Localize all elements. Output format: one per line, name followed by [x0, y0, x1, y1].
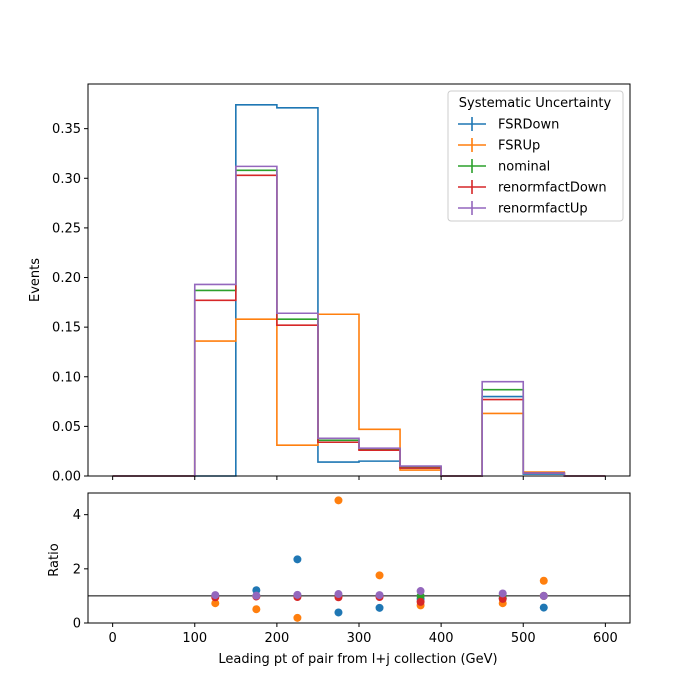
ratio-y-tick-label: 2 [73, 562, 81, 577]
legend-box [447, 90, 624, 222]
ratio-point-FSRDown [375, 603, 384, 612]
ratio-y-ticks: 0 2 4 [73, 508, 88, 632]
ratio-point-renormfactUp [252, 591, 261, 600]
x-tick-label: 400 [429, 631, 454, 646]
histogram-series-group [112, 104, 606, 477]
ratio-point-FSRUp [375, 571, 384, 580]
x-tick-label: 600 [593, 631, 618, 646]
x-tick-label: 0 [108, 631, 116, 646]
main-y-tick-label: 0.00 [52, 470, 81, 485]
ratio-point-FSRUp [293, 613, 302, 622]
main-y-tick-label: 0.15 [52, 321, 81, 336]
ratio-point-FSRDown [293, 555, 302, 564]
main-y-axis-label: Events [28, 258, 43, 302]
main-y-tick-label: 0.25 [52, 221, 81, 236]
ratio-point-FSRUp [334, 496, 343, 505]
legend-label: renormfactUp [498, 202, 588, 217]
ratio-point-renormfactUp [293, 590, 302, 599]
ratio-points-group [211, 496, 548, 622]
legend-label: nominal [498, 160, 550, 175]
main-x-ticks [112, 476, 606, 480]
legend: Systematic Uncertainty FSRDown FSRUp nomin… [447, 90, 624, 222]
legend-item-FSRUp: FSRUp [458, 138, 540, 154]
legend-item-renormfactDown: renormfactDown [458, 180, 607, 196]
ratio-point-FSRUp [539, 576, 548, 585]
x-tick-label: 100 [182, 631, 207, 646]
main-y-tick-label: 0.20 [52, 271, 81, 286]
ratio-panel: 0 100 200 300 400 500 600 0 2 4 Ratio Leading pt… [47, 492, 631, 667]
x-tick-label: 300 [347, 631, 372, 646]
ratio-point-renormfactUp [539, 591, 548, 600]
ratio-point-renormfactDown [416, 597, 425, 606]
ratio-point-renormfactUp [375, 591, 384, 600]
ratio-point-renormfactUp [334, 590, 343, 599]
main-histogram-panel: 0.000.050.100.150.200.250.300.35 Events … [28, 83, 631, 485]
legend-item-FSRDown: FSRDown [458, 117, 559, 133]
ratio-point-renormfactUp [211, 591, 220, 600]
legend-label: FSRUp [498, 139, 540, 154]
ratio-y-tick-label: 0 [73, 617, 81, 632]
main-y-tick-label: 0.05 [52, 420, 81, 435]
ratio-y-tick-label: 4 [73, 508, 81, 523]
legend-item-nominal: nominal [458, 159, 550, 175]
legend-label: FSRDown [498, 118, 559, 133]
main-y-tick-label: 0.10 [52, 370, 81, 385]
ratio-point-renormfactUp [416, 587, 425, 596]
ratio-y-axis-label: Ratio [47, 543, 62, 576]
ratio-point-renormfactUp [498, 589, 507, 598]
ratio-x-ticks: 0 100 200 300 400 500 600 [108, 623, 618, 646]
ratio-point-FSRDown [539, 603, 548, 612]
x-tick-label: 200 [264, 631, 289, 646]
legend-label: renormfactDown [498, 181, 607, 196]
ratio-point-FSRDown [334, 608, 343, 617]
ratio-point-FSRUp [211, 599, 220, 608]
x-tick-label: 500 [511, 631, 536, 646]
legend-items: FSRDown FSRUp nominal renormfactDown renormf… [458, 117, 607, 217]
ratio-point-FSRUp [252, 605, 261, 614]
legend-title: Systematic Uncertainty [459, 96, 612, 111]
legend-item-renormfactUp: renormfactUp [458, 201, 588, 217]
main-y-ticks: 0.00 0.05 0.10 0.15 0.20 0.25 0.30 0.35 [52, 122, 88, 485]
histogram-series-renormfactUp [112, 165, 606, 477]
main-y-tick-label: 0.30 [52, 172, 81, 187]
x-axis-label: Leading pt of pair from l+j collection (… [218, 652, 497, 667]
main-y-tick-label: 0.35 [52, 122, 81, 137]
